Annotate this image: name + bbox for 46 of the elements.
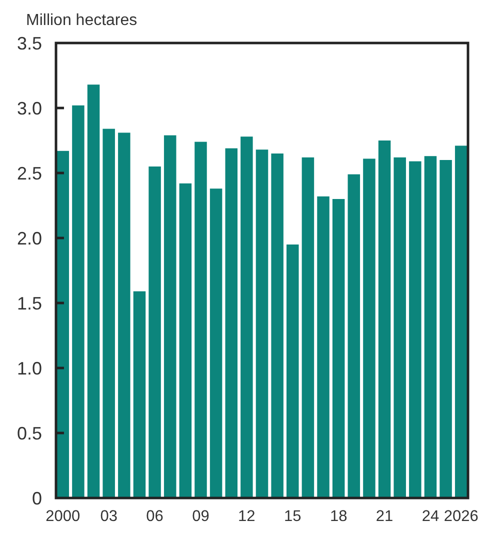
x-tick-label: 03 bbox=[100, 508, 118, 525]
bar bbox=[256, 150, 268, 498]
y-tick-label: 2.5 bbox=[16, 163, 42, 184]
y-tick-label: 3.5 bbox=[16, 33, 42, 54]
bar bbox=[271, 154, 284, 498]
bar bbox=[440, 160, 452, 498]
x-tick-label: 06 bbox=[146, 508, 164, 525]
x-tick-label: 2026 bbox=[444, 508, 478, 525]
bar bbox=[302, 157, 314, 498]
bar bbox=[87, 84, 100, 498]
bar bbox=[133, 291, 146, 498]
x-tick-label: 09 bbox=[192, 508, 210, 525]
bar bbox=[348, 174, 360, 498]
y-tick-label: 0 bbox=[32, 488, 42, 508]
bar bbox=[332, 199, 345, 498]
x-tick-label: 12 bbox=[238, 508, 256, 525]
x-tick-label: 18 bbox=[330, 508, 348, 525]
bar bbox=[286, 244, 299, 498]
x-tick-label: 21 bbox=[376, 508, 394, 525]
bar bbox=[164, 135, 176, 498]
bar bbox=[148, 166, 161, 498]
bar bbox=[118, 132, 130, 498]
y-tick-label: 1.0 bbox=[16, 358, 42, 378]
bar bbox=[194, 142, 207, 498]
y-tick-label: 2.0 bbox=[16, 228, 42, 248]
y-tick-label: 0.5 bbox=[16, 423, 42, 444]
y-tick-label: 1.5 bbox=[16, 293, 42, 314]
bar bbox=[56, 150, 70, 498]
y-axis-title: Million hectares bbox=[26, 12, 138, 29]
y-tick-label: 3.0 bbox=[16, 98, 42, 118]
bar bbox=[424, 156, 437, 498]
x-tick-label: 2000 bbox=[46, 508, 81, 525]
bar bbox=[394, 157, 406, 498]
bar bbox=[240, 136, 253, 498]
bar bbox=[454, 146, 468, 498]
bar bbox=[378, 140, 391, 498]
bar bbox=[409, 161, 422, 498]
bar bbox=[72, 105, 84, 498]
bar bbox=[317, 196, 330, 498]
bar bbox=[210, 188, 222, 498]
bar bbox=[102, 128, 115, 498]
x-tick-label: 24 bbox=[422, 508, 440, 525]
bar bbox=[363, 158, 376, 498]
bar bbox=[225, 148, 238, 498]
bar bbox=[179, 183, 192, 498]
x-tick-label: 15 bbox=[284, 508, 302, 525]
